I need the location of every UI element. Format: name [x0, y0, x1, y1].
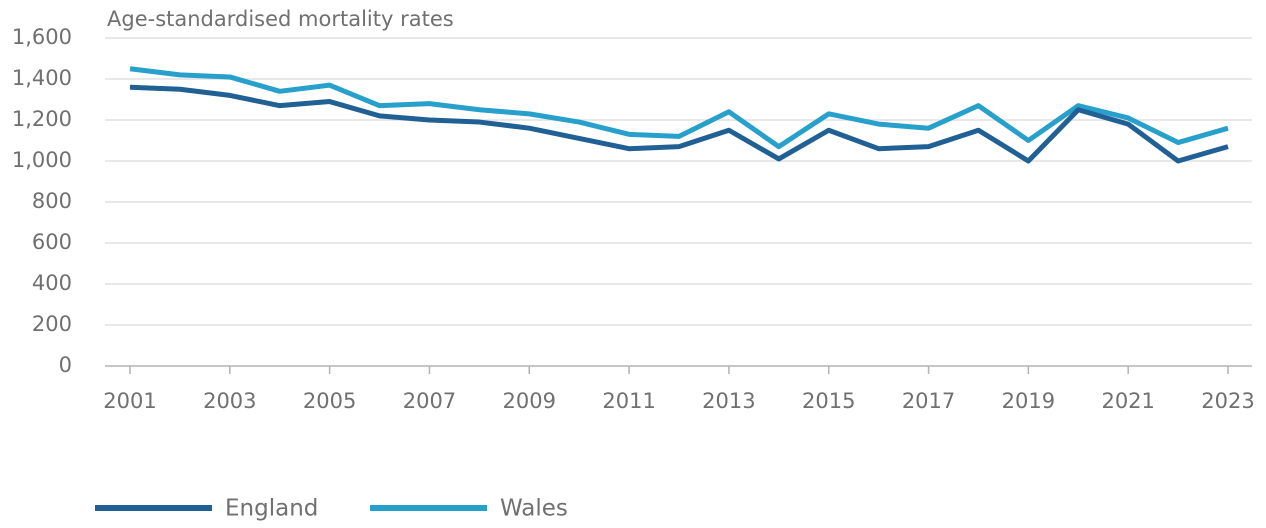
legend-label: England: [225, 496, 318, 522]
x-tick-label: 2009: [503, 389, 556, 413]
y-tick-label: 200: [32, 312, 72, 336]
x-tick-label: 2021: [1101, 389, 1154, 413]
y-tick-label: 1,600: [12, 25, 72, 49]
y-tick-label: 0: [59, 353, 72, 377]
x-tick-label: 2003: [203, 389, 256, 413]
x-tick-label: 2001: [103, 389, 156, 413]
x-tick-label: 2017: [902, 389, 955, 413]
y-tick-label: 800: [32, 189, 72, 213]
y-tick-label: 1,000: [12, 148, 72, 172]
y-tick-label: 400: [32, 271, 72, 295]
legend-label: Wales: [500, 496, 568, 522]
x-tick-label: 2019: [1002, 389, 1055, 413]
y-tick-label: 1,400: [12, 66, 72, 90]
series-line: [129, 84, 1229, 164]
x-tick-label: 2015: [802, 389, 855, 413]
chart-title: Age-standardised mortality rates: [107, 7, 454, 31]
y-tick-label: 600: [32, 230, 72, 254]
x-tick-label: 2011: [602, 389, 655, 413]
x-tick-label: 2013: [702, 389, 755, 413]
series-line: [129, 66, 1229, 150]
x-tick-label: 2023: [1201, 389, 1254, 413]
y-tick-label: 1,200: [12, 107, 72, 131]
x-tick-label: 2005: [303, 389, 356, 413]
x-tick-label: 2007: [403, 389, 456, 413]
